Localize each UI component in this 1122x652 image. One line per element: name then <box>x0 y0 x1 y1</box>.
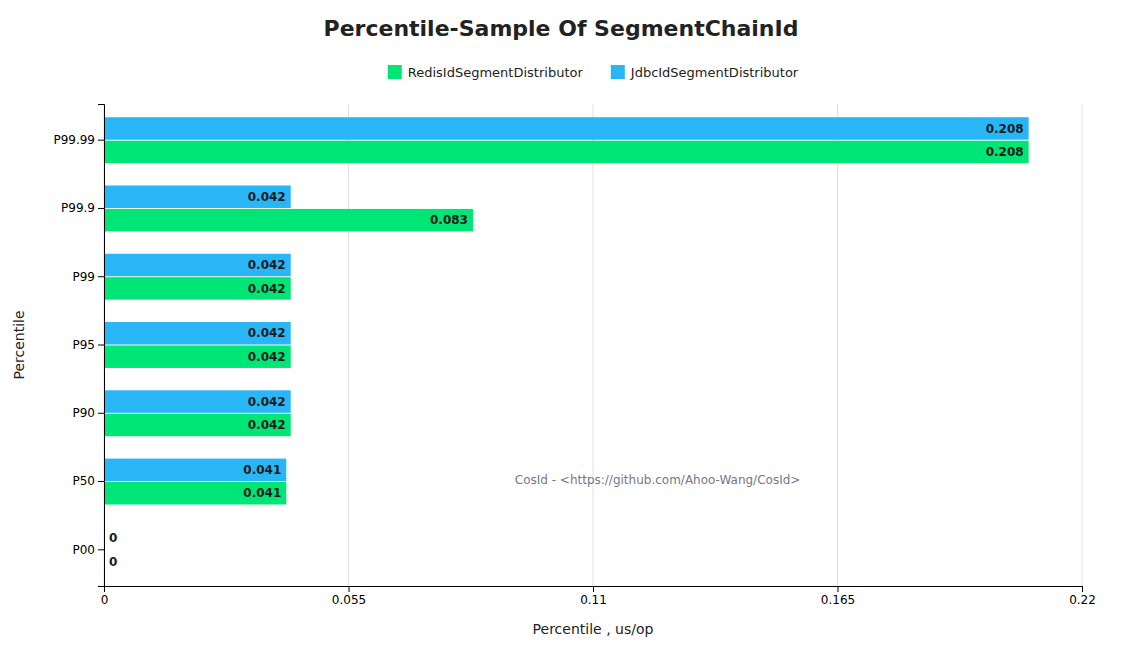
bar <box>104 185 291 207</box>
x-tick: 0 <box>101 586 109 607</box>
y-tick-mark <box>98 276 104 277</box>
x-tick-mark <box>1082 586 1083 592</box>
y-tick: P00 <box>72 543 104 557</box>
x-axis: 0 0.055 0.11 0.165 0.22 <box>101 586 1096 607</box>
x-tick: 0.055 <box>332 586 366 607</box>
data-labels: 0.208 0.083 0.042 0.042 0.042 0.041 0 0.208 0.04… <box>109 122 1024 569</box>
data-label: 0.042 <box>248 326 286 340</box>
y-tick-label: P99 <box>72 270 95 284</box>
grid-line <box>348 104 349 586</box>
y-tick-mark <box>98 549 104 550</box>
data-label: 0.042 <box>248 258 286 272</box>
y-tick: P99.9 <box>61 201 104 215</box>
chart: 0.208 0.083 0.042 0.042 0.042 0.041 0 0.208 0.04… <box>0 0 1122 652</box>
y-tick-label: P00 <box>72 543 95 557</box>
bar <box>104 390 291 412</box>
bar <box>104 459 286 481</box>
data-label: 0.042 <box>248 350 286 364</box>
legend: RedisIdSegmentDistributor JdbcIdSegmentDi… <box>388 65 799 80</box>
annotation: CosId - <https://github.com/Ahoo-Wang/Co… <box>515 473 801 487</box>
bar <box>104 482 286 504</box>
bar <box>104 345 291 367</box>
y-tick: P90 <box>72 406 104 420</box>
y-tick: P95 <box>72 338 104 352</box>
x-tick-label: 0.22 <box>1069 593 1096 607</box>
grid-line <box>837 104 838 586</box>
plot-area: 0.208 0.083 0.042 0.042 0.042 0.041 0 0.208 0.04… <box>53 104 1095 607</box>
legend-swatch <box>388 65 402 79</box>
bar <box>104 254 291 276</box>
data-label: 0.042 <box>248 282 286 296</box>
x-axis-title: Percentile , us/op <box>533 621 654 637</box>
data-label: 0.042 <box>248 395 286 409</box>
bar <box>104 414 291 436</box>
y-tick: P50 <box>72 474 104 488</box>
x-tick-mark <box>838 586 839 592</box>
x-tick: 0.11 <box>580 586 607 607</box>
x-axis-line <box>105 587 1083 593</box>
y-tick-mark <box>98 208 104 209</box>
data-label: 0.042 <box>248 190 286 204</box>
bar <box>104 209 473 231</box>
x-tick: 0.22 <box>1069 586 1096 607</box>
y-axis-title: Percentile <box>11 310 27 379</box>
y-axis: P99.99 P99.9 P99 P95 P90 P50 P00 <box>53 105 104 587</box>
data-label: 0.208 <box>986 145 1024 159</box>
x-tick-label: 0.11 <box>580 593 607 607</box>
data-label: 0.208 <box>986 122 1024 136</box>
y-tick-label: P99.99 <box>53 133 95 147</box>
legend-item: RedisIdSegmentDistributor <box>388 65 584 80</box>
y-tick-mark <box>98 481 104 482</box>
legend-label: RedisIdSegmentDistributor <box>408 65 584 80</box>
legend-swatch <box>611 65 625 79</box>
y-axis-line <box>98 105 105 587</box>
x-tick-mark <box>349 586 350 592</box>
data-label: 0.041 <box>243 486 281 500</box>
bars <box>104 117 1029 504</box>
y-tick-label: P90 <box>72 406 95 420</box>
y-tick-mark <box>98 413 104 414</box>
title: Percentile-Sample Of SegmentChainId <box>324 16 799 41</box>
y-tick-label: P50 <box>72 474 95 488</box>
y-tick: P99 <box>72 270 104 284</box>
x-tick-mark <box>593 586 594 592</box>
x-tick-label: 0.165 <box>821 593 855 607</box>
legend-label: JdbcIdSegmentDistributor <box>630 65 799 80</box>
legend-item: JdbcIdSegmentDistributor <box>611 65 799 80</box>
y-tick: P99.99 <box>53 133 104 147</box>
data-label: 0.041 <box>243 463 281 477</box>
data-label: 0.083 <box>430 213 468 227</box>
y-tick-mark <box>98 140 104 141</box>
grid-line <box>1082 104 1083 586</box>
y-tick-label: P95 <box>72 338 95 352</box>
x-tick: 0.165 <box>821 586 855 607</box>
data-label: 0 <box>109 555 117 569</box>
bar <box>104 117 1029 139</box>
bar <box>104 322 291 344</box>
x-tick-label: 0.055 <box>332 593 366 607</box>
grid <box>104 104 1082 586</box>
grid-line <box>593 104 594 586</box>
data-label: 0.042 <box>248 418 286 432</box>
y-tick-mark <box>98 345 104 346</box>
bar <box>104 277 291 299</box>
y-tick-label: P99.9 <box>61 201 95 215</box>
x-tick-label: 0 <box>101 593 109 607</box>
data-label: 0 <box>109 531 117 545</box>
bar <box>104 141 1029 163</box>
